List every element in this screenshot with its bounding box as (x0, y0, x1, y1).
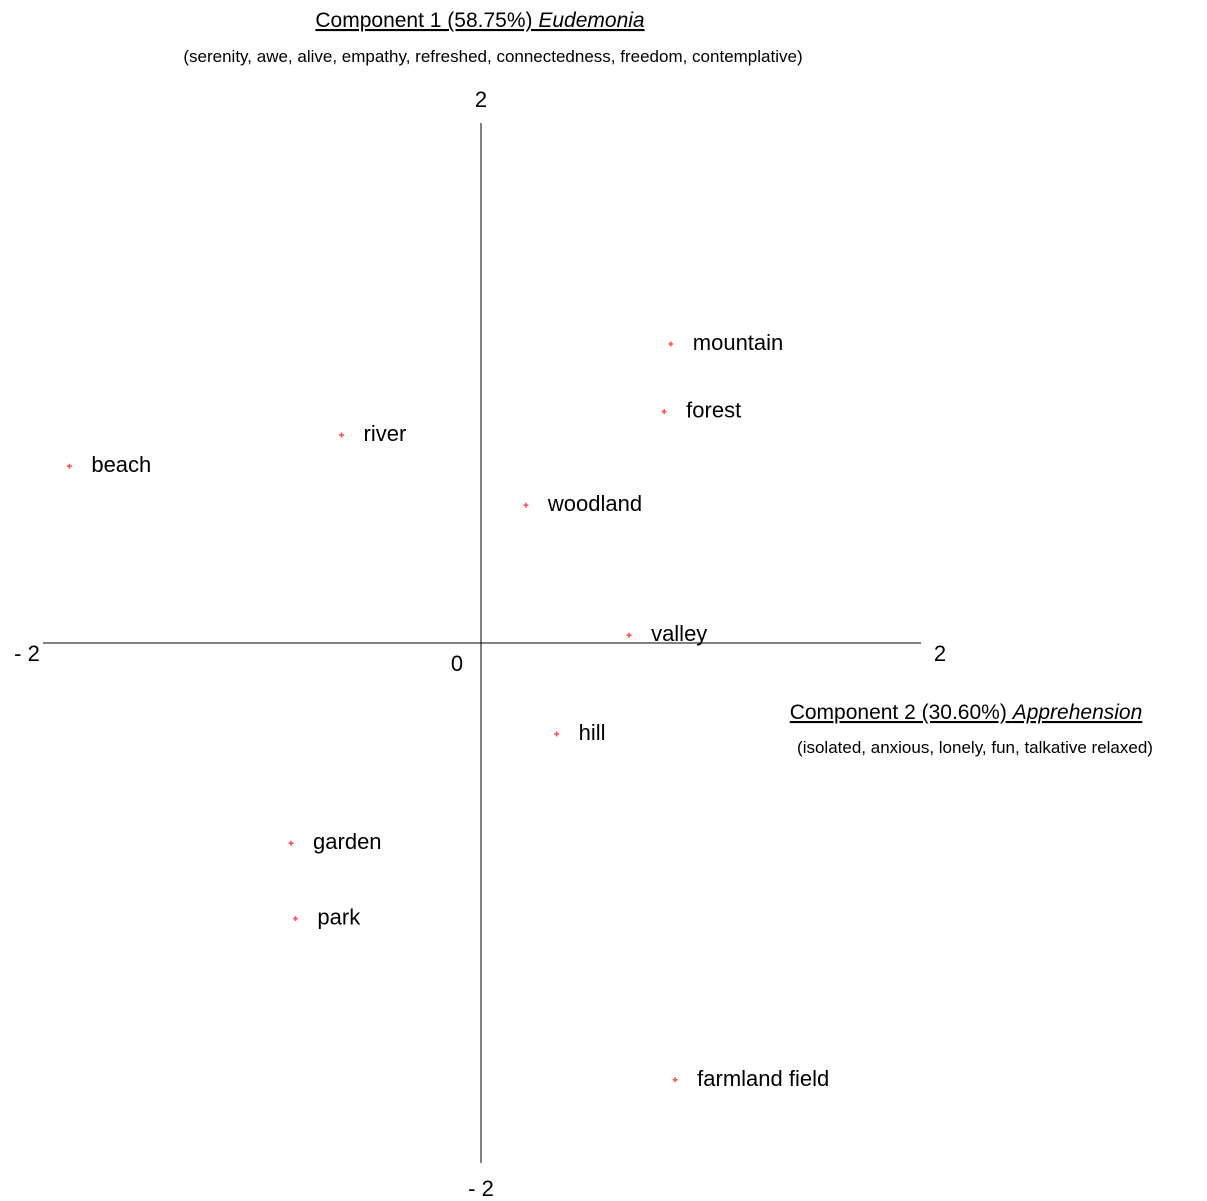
data-point: beach (67, 452, 151, 477)
data-point: farmland field (673, 1066, 830, 1091)
point-label: park (317, 905, 361, 930)
point-marker-center (294, 917, 296, 919)
data-point: garden (289, 829, 382, 854)
point-marker-center (290, 842, 292, 844)
point-label: garden (313, 829, 382, 854)
y-axis-descriptors: (serenity, awe, alive, empathy, refreshe… (183, 47, 802, 66)
point-label: farmland field (697, 1066, 829, 1091)
point-marker-center (525, 504, 527, 506)
point-marker-center (340, 434, 342, 436)
point-marker-center (670, 343, 672, 345)
data-point: valley (627, 621, 708, 646)
point-marker-center (555, 733, 557, 735)
point-label: hill (579, 720, 606, 745)
data-point: mountain (668, 330, 783, 355)
point-marker-center (663, 410, 665, 412)
point-marker-center (68, 465, 70, 467)
origin-label: 0 (451, 651, 463, 676)
data-point: river (339, 421, 406, 446)
x-max-tick-label: 2 (934, 641, 946, 666)
points-layer: mountain forest river beach woodland valley hi… (67, 330, 829, 1091)
point-marker-center (628, 634, 630, 636)
x-axis-descriptors: (isolated, anxious, lonely, fun, talkati… (797, 738, 1153, 757)
point-marker-center (674, 1079, 676, 1081)
point-label: beach (91, 452, 151, 477)
x-min-tick-label: - 2 (14, 641, 40, 666)
point-label: mountain (693, 330, 784, 355)
data-point: hill (554, 720, 605, 745)
point-label: valley (651, 621, 707, 646)
data-point: park (293, 905, 361, 930)
point-label: woodland (547, 491, 642, 516)
y-max-tick-label: 2 (475, 87, 487, 112)
y-min-tick-label: - 2 (468, 1176, 494, 1201)
data-point: woodland (523, 491, 642, 516)
point-label: river (364, 421, 407, 446)
point-label: forest (686, 398, 741, 423)
x-axis-title: Component 2 (30.60%) Apprehension (790, 701, 1143, 724)
data-point: forest (662, 398, 742, 423)
y-axis-title: Component 1 (58.75%) Eudemonia (315, 9, 644, 32)
